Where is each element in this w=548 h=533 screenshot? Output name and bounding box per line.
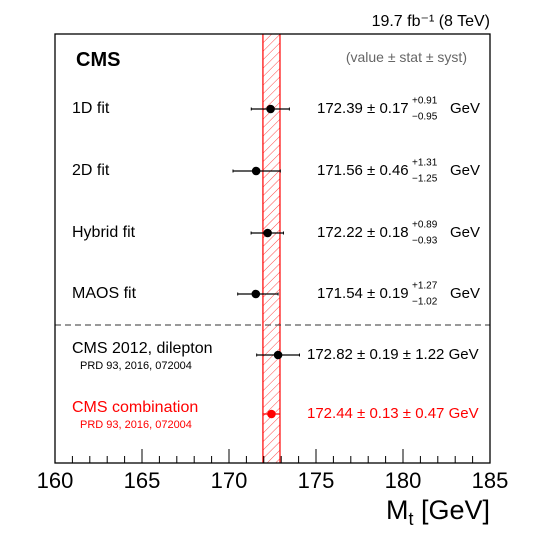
experiment-label: CMS — [76, 49, 120, 71]
measurement-label: Hybrid fit — [72, 224, 136, 241]
measurement-label: CMS combination — [72, 399, 198, 416]
x-tick-label: 165 — [124, 468, 161, 493]
measurement-label: 1D fit — [72, 100, 110, 117]
x-tick-label: 170 — [211, 468, 248, 493]
measurement-point — [263, 228, 272, 238]
measurement-row: CMS 2012, dilepton PRD 93, 2016, 072004 17… — [72, 340, 479, 372]
measurement-row: 1D fit 172.39 ± 0.17 +0.91 −0.95 GeV — [72, 96, 480, 123]
plot-frame — [54, 33, 491, 464]
measurement-value: 171.56 ± 0.46 — [317, 162, 409, 179]
syst-up: +0.89 — [412, 220, 438, 231]
measurement-value: 172.22 ± 0.18 — [317, 224, 409, 241]
measurement-row: Hybrid fit 172.22 ± 0.18 +0.89 −0.93 GeV — [72, 220, 480, 247]
syst-up: +1.31 — [412, 158, 438, 169]
syst-down: −1.25 — [412, 174, 438, 185]
measurement-point — [267, 409, 276, 419]
combination-band — [262, 34, 280, 463]
measurement-label: 2D fit — [72, 162, 110, 179]
measurement-label: MAOS fit — [72, 285, 137, 302]
measurement-point — [251, 289, 261, 299]
x-tick-label: 185 — [472, 468, 509, 493]
measurement-point — [273, 350, 283, 360]
measurement-row: CMS combination PRD 93, 2016, 072004 172.4… — [72, 399, 479, 431]
syst-down: −1.02 — [412, 297, 438, 308]
legend-header: (value ± stat ± syst) — [346, 49, 467, 65]
syst-down: −0.95 — [412, 112, 438, 123]
measurement-label: CMS 2012, dilepton — [72, 340, 213, 357]
measurement-point — [266, 104, 275, 114]
measurement-row: MAOS fit 171.54 ± 0.19 +1.27 −1.02 GeV — [72, 281, 480, 308]
measurement-value: 172.82 ± 0.19 ± 1.22 GeV — [307, 346, 479, 363]
measurement-point — [251, 166, 261, 176]
measurement-reference: PRD 93, 2016, 072004 — [80, 419, 192, 431]
measurement-value: 172.39 ± 0.17 — [317, 100, 409, 117]
syst-down: −0.93 — [412, 236, 438, 247]
x-tick-label: 180 — [385, 468, 422, 493]
measurement-unit: GeV — [450, 162, 480, 179]
x-tick-label: 175 — [298, 468, 335, 493]
measurement-unit: GeV — [450, 285, 480, 302]
x-axis-title: Mt [GeV] — [386, 495, 490, 529]
measurement-row: 2D fit 171.56 ± 0.46 +1.31 −1.25 GeV — [72, 158, 480, 185]
measurement-reference: PRD 93, 2016, 072004 — [80, 360, 192, 372]
measurement-unit: GeV — [450, 224, 480, 241]
x-tick-label: 160 — [37, 468, 74, 493]
measurement-value: 172.44 ± 0.13 ± 0.47 GeV — [307, 405, 479, 422]
lumi-label: 19.7 fb⁻¹ (8 TeV) — [372, 13, 490, 30]
syst-up: +0.91 — [412, 96, 438, 107]
measurement-unit: GeV — [450, 100, 480, 117]
syst-up: +1.27 — [412, 281, 438, 292]
measurement-value: 171.54 ± 0.19 — [317, 285, 409, 302]
